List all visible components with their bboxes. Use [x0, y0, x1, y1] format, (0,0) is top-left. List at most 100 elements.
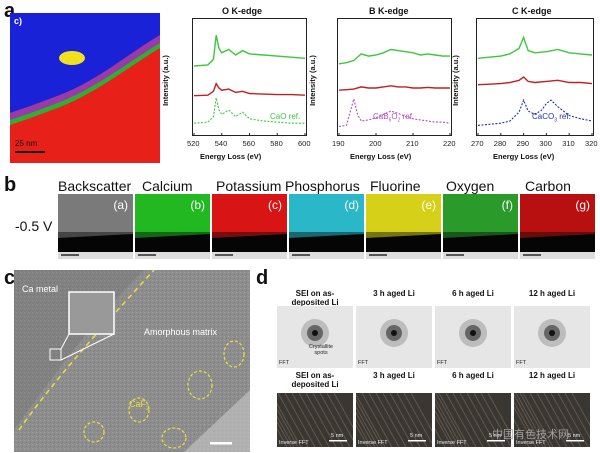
map-tile-carbon: (g) [520, 194, 595, 259]
chart-title: O K-edge [222, 6, 263, 16]
legend-label: CaO ref. [270, 112, 301, 121]
inverse-fft-image: Inverse FFT 5 nm [356, 393, 432, 447]
x-tick-label: 210 [406, 139, 419, 148]
inverse-fft-label: Inverse FFT [516, 440, 546, 446]
scale-bar-label: 5 nm [410, 433, 423, 439]
map-tag: (d) [344, 198, 359, 212]
scale-bar-label: 5 nm [331, 433, 344, 439]
map-title-fluorine: Fluorine [370, 178, 421, 194]
fft-column-header: 12 h aged Li [528, 371, 576, 380]
series-line-0 [193, 35, 306, 67]
series-line-1 [338, 85, 450, 91]
hrtem-image: Ca metal Amorphous matrix CaF2 [14, 270, 250, 452]
x-tick-label: 280 [493, 139, 507, 148]
inverse-fft-label: Inverse FFT [358, 440, 388, 446]
map-title-backscatter: Backscatter [58, 178, 132, 194]
inverse-fft-image: Inverse FFT 5 nm [435, 393, 511, 447]
map-title-carbon: Carbon [525, 178, 571, 194]
inverse-fft-label: Inverse FFT [437, 440, 467, 446]
map-tile-potassium: (c) [212, 194, 287, 259]
inverse-fft-image: Inverse FFT 5 nm [514, 393, 590, 447]
map-tile-phosphorus: (d) [289, 194, 364, 259]
voltage-label: -0.5 V [15, 218, 53, 234]
panel-d-letter: d [256, 267, 269, 289]
fft-column-header: 6 h aged Li [452, 371, 494, 380]
inverse-fft-image: Inverse FFT 5 nm [277, 393, 353, 447]
eels-map-image [10, 13, 160, 163]
fft-column-header: 12 h aged Li [528, 289, 576, 298]
x-tick-label: 540 [214, 139, 228, 148]
plot-frame [476, 18, 594, 136]
x-tick-label: 320 [585, 139, 598, 148]
map-tag: (c) [268, 198, 282, 212]
map-title-phosphorus: Phosphorus [285, 178, 360, 194]
inverse-fft-label: Inverse FFT [279, 440, 309, 446]
map-title-calcium: Calcium [142, 178, 193, 194]
map-tile-oxygen: (f) [443, 194, 518, 259]
series-line-2 [338, 96, 451, 128]
series-line-2 [193, 97, 305, 124]
map-tile-fluorine: (e) [366, 194, 441, 259]
map-tag: (a) [113, 198, 128, 212]
series-line-0 [477, 35, 593, 59]
panel-c-letter: c [4, 267, 16, 289]
x-axis-label: Energy Loss (eV) [493, 152, 555, 161]
chart-b-kedge: B K-edge Intensity (a.u.) 190 200 210 220 E… [308, 6, 459, 166]
watermark-text: 中国有色技术网 [492, 429, 569, 441]
plot-area [192, 18, 307, 136]
series-line-0 [338, 48, 450, 65]
fft-column-header: SEI on as-deposited Li [291, 289, 339, 307]
fft-column-header: 3 h aged Li [373, 289, 415, 298]
map-tag: (f) [501, 198, 513, 212]
plot-area [476, 18, 594, 136]
x-tick-label: 600 [298, 139, 311, 148]
x-tick-label: 580 [270, 139, 283, 148]
scale-bar-label: 5 nm [568, 433, 581, 439]
chart-c-kedge: C K-edge Intensity (a.u.) 270 280 290 300 31… [451, 6, 600, 166]
x-tick-label: 190 [332, 139, 345, 148]
panel-b-letter: b [4, 174, 17, 196]
x-tick-label: 560 [242, 139, 256, 148]
map-tag: (e) [421, 198, 436, 212]
map-title-potassium: Potassium [216, 178, 282, 194]
scale-bar-label: 5 nm [489, 433, 502, 439]
fft-image: FFT Crystallite spots [277, 306, 353, 368]
x-axis-label: Energy Loss (eV) [350, 152, 412, 161]
series-line-2 [477, 98, 593, 126]
fft-label: FFT [516, 360, 527, 366]
x-tick-label: 220 [443, 139, 456, 148]
legend-label: CaB6O2 ref. [373, 112, 415, 124]
ca-metal-label: Ca metal [22, 284, 59, 294]
fft-image: FFT [514, 306, 590, 368]
chart-o-kedge: O K-edge Intensity (a.u.) 520 540 560 580 60… [161, 6, 315, 166]
fft-image: FFT [435, 306, 511, 368]
fft-image: FFT [356, 306, 432, 368]
map-tag: (b) [190, 198, 205, 212]
x-tick-label: 270 [471, 139, 484, 148]
panel-a-letter: a [4, 0, 16, 22]
caf2-label: CaF2 [129, 399, 150, 412]
fft-column-header: 6 h aged Li [452, 289, 494, 298]
x-tick-label: 200 [369, 139, 382, 148]
fft-column-header: SEI on as-deposited Li [291, 371, 339, 389]
plot-frame [337, 18, 452, 136]
map-tag: (g) [575, 198, 590, 212]
x-tick-label: 300 [539, 139, 552, 148]
map-title-oxygen: Oxygen [446, 178, 495, 194]
x-tick-label: 520 [187, 139, 200, 148]
x-tick-label: 290 [516, 139, 530, 148]
series-line-1 [193, 82, 306, 97]
eels-map-label: c) [14, 16, 23, 26]
plot-area [337, 18, 452, 136]
fft-label: FFT [279, 360, 290, 366]
map-tile-calcium: (b) [135, 194, 210, 259]
map-tile-backscatter: (a) [58, 194, 133, 259]
eels-map: c) 25 nm [10, 13, 160, 163]
fft-column-header: 3 h aged Li [373, 371, 415, 380]
series-line-1 [477, 76, 593, 86]
amorphous-matrix-label: Amorphous matrix [144, 327, 218, 337]
x-axis-label: Energy Loss (eV) [200, 152, 262, 161]
fft-label: FFT [437, 360, 448, 366]
y-axis-label: Intensity (a.u.) [160, 55, 170, 106]
y-axis-label: Intensity (a.u.) [450, 55, 460, 106]
